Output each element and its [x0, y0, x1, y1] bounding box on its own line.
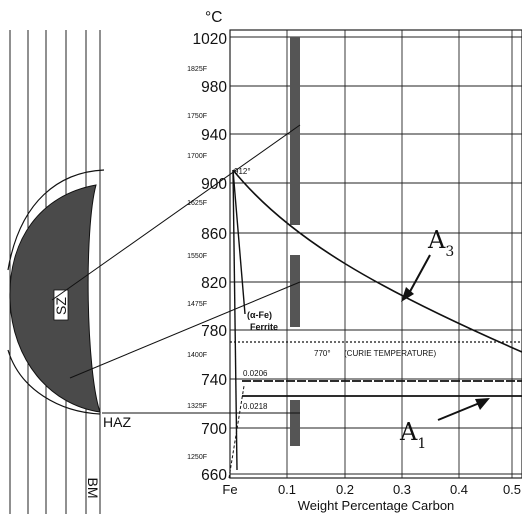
- x-tick-0-5: 0.5: [503, 482, 521, 497]
- x-tick-0-3: 0.3: [393, 482, 411, 497]
- x-tick-0-1: 0.1: [278, 482, 296, 497]
- a3-curve: [232, 169, 522, 353]
- a3-label: A3: [427, 226, 454, 260]
- y-tick-f-1325: 1325F: [187, 403, 207, 410]
- comp-lower-label: 0.0218: [243, 402, 268, 411]
- y-tick-820: 820: [201, 275, 227, 292]
- haz-outline: [7, 169, 105, 415]
- eutectoid-label: 912°: [234, 167, 251, 176]
- y-tick-f-1825: 1825F: [187, 66, 207, 73]
- y-tick-780: 780: [201, 323, 227, 340]
- x-axis-label: Weight Percentage Carbon: [298, 498, 455, 513]
- y-tick-f-1550: 1550F: [187, 253, 207, 260]
- curie-note: (CURIE TEMPERATURE): [344, 349, 436, 358]
- x-ticks: Fe 0.1 0.2 0.3 0.4 0.5: [222, 482, 521, 497]
- band-upper: [290, 37, 300, 225]
- y-tick-f-1400: 1400F: [187, 352, 207, 359]
- weld-cross-section: SZ HAZ BM: [7, 30, 138, 514]
- grid: [230, 30, 522, 478]
- mapping-lines: [51, 124, 301, 414]
- y-tick-660: 660: [201, 467, 227, 484]
- y-tick-f-1750: 1750F: [187, 113, 207, 120]
- phase-diagram: °C 1020 980 940 900 860 820 780 740 700 …: [187, 9, 522, 513]
- y-tick-f-1700: 1700F: [187, 153, 207, 160]
- y-tick-f-1475: 1475F: [187, 301, 207, 308]
- sz-top-mapping-line: [51, 124, 301, 301]
- y-tick-f-1250: 1250F: [187, 454, 207, 461]
- haz-label: HAZ: [103, 414, 131, 430]
- a3-arrow-line: [406, 254, 431, 298]
- stir-zone-label: SZ: [53, 297, 69, 315]
- y-tick-700: 700: [201, 421, 227, 438]
- a1-arrowhead: [475, 398, 490, 410]
- y-tick-900: 900: [201, 176, 227, 193]
- ferrite-label: Ferrite: [250, 322, 278, 332]
- base-metal-label: BM: [85, 478, 101, 499]
- x-tick-0-4: 0.4: [450, 482, 468, 497]
- y-tick-940: 940: [201, 127, 227, 144]
- haz-label-box: [102, 414, 138, 430]
- comp-upper-label: 0.0206: [243, 369, 268, 378]
- y-unit-label: °C: [205, 9, 222, 26]
- a1-arrow-line: [437, 401, 483, 421]
- y-tick-f-1625: 1625F: [187, 200, 207, 207]
- a3-arrowhead: [401, 287, 414, 302]
- stir-zone-label-box: [53, 289, 69, 321]
- x-tick-0-2: 0.2: [336, 482, 354, 497]
- y-ticks-celsius: 1020 980 940 900 860 820 780 740 700 660: [193, 31, 228, 484]
- ferrite-boundary-left: [232, 169, 238, 471]
- solvus-dashed: [228, 385, 245, 479]
- band-lower: [290, 400, 300, 446]
- a1-label: A1: [399, 418, 426, 452]
- x-tick-fe: Fe: [222, 482, 237, 497]
- y-ticks-fahrenheit: 1825F 1750F 1700F 1625F 1550F 1475F 1400…: [187, 66, 207, 461]
- y-tick-740: 740: [201, 372, 227, 389]
- ferrite-boundary-right: [232, 169, 246, 315]
- curie-label: 770°: [314, 349, 331, 358]
- y-tick-860: 860: [201, 226, 227, 243]
- y-tick-980: 980: [201, 79, 227, 96]
- alpha-fe-label: (α-Fe): [247, 310, 272, 320]
- y-tick-1020: 1020: [193, 31, 228, 48]
- band-middle: [290, 255, 300, 327]
- sz-bottom-mapping-line: [69, 281, 301, 379]
- plot-frame: [229, 29, 522, 479]
